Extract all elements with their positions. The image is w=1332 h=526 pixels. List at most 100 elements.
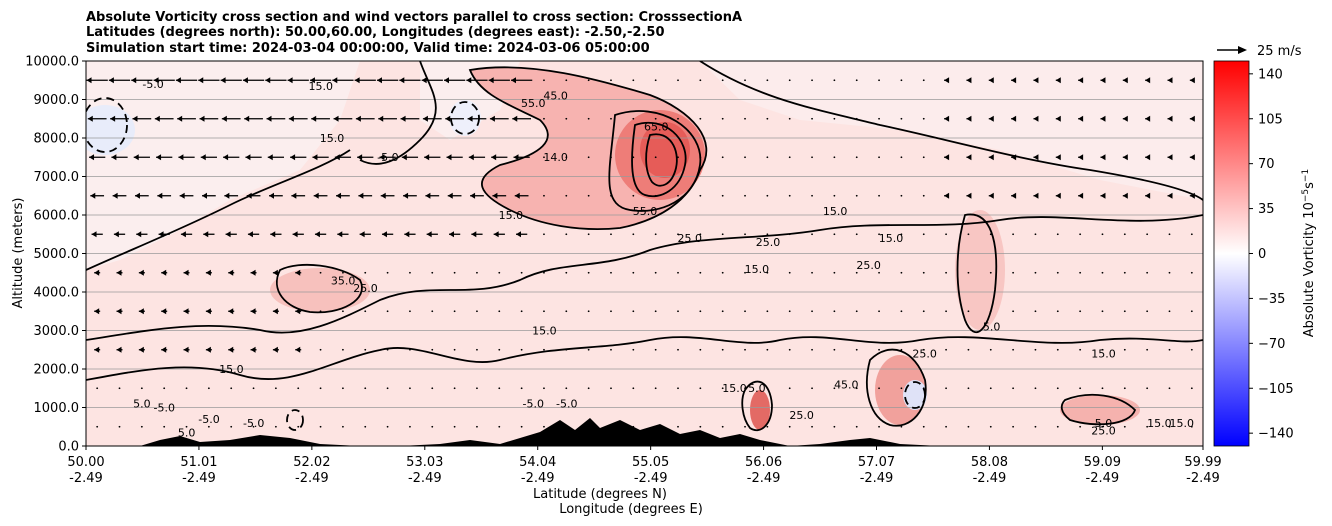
wind-vector-head <box>183 346 189 353</box>
wind-vector <box>654 310 657 313</box>
wind-vector-head <box>246 192 252 199</box>
wind-vector <box>855 233 858 236</box>
wind-vector <box>878 194 880 197</box>
wind-vector <box>1190 233 1193 236</box>
wind-vector-head <box>133 154 139 161</box>
wind-vector <box>677 194 679 197</box>
grid-lines <box>86 99 1203 408</box>
wind-vector-head <box>966 154 972 161</box>
wind-vector <box>1056 271 1059 274</box>
wind-vector <box>744 233 746 236</box>
wind-vector <box>587 271 590 274</box>
wind-vector <box>1168 425 1171 428</box>
wind-vector-head <box>136 231 142 238</box>
wind-vector-head <box>332 77 338 84</box>
wind-vector <box>1056 348 1059 351</box>
wind-vector <box>453 348 456 351</box>
contour-line <box>86 214 1203 341</box>
wind-vector-head <box>355 115 361 122</box>
wind-vector <box>1146 387 1149 390</box>
wind-vector-head <box>94 269 100 276</box>
wind-vector <box>744 194 746 197</box>
wind-vector <box>945 271 947 274</box>
wind-vector <box>654 194 657 197</box>
wind-vector-head <box>403 192 409 199</box>
wind-vector <box>543 194 545 197</box>
wind-vector <box>855 348 858 351</box>
wind-vector-head <box>511 77 517 84</box>
wind-vector <box>1168 271 1171 274</box>
negative-contour-lines <box>86 97 926 431</box>
colorbar-tick-label: −140 <box>1258 427 1294 442</box>
wind-vector <box>654 387 657 390</box>
contour-label: 15.0 <box>532 324 557 337</box>
wind-vector-head <box>1078 192 1084 199</box>
wind-vector-head <box>312 154 318 161</box>
chart-title-line-3: Simulation start time: 2024-03-04 00:00:… <box>86 41 650 56</box>
wind-vector <box>922 117 925 120</box>
y-axis: 0.0 1000.0 2000.0 3000.0 4000.0 5000.0 6000.0 7… <box>25 55 86 455</box>
wind-vector-head <box>966 115 972 122</box>
colorbar-tick-label: 35 <box>1258 202 1275 217</box>
wind-vector-head <box>468 154 474 161</box>
wind-vector <box>855 425 858 428</box>
negative-vorticity-patch-south <box>903 380 927 410</box>
y-tick-label: 1000.0 <box>34 401 80 416</box>
wind-vector-head <box>292 231 298 238</box>
wind-vector <box>721 271 724 274</box>
wind-vector-head <box>221 115 227 122</box>
wind-vector <box>1012 233 1015 236</box>
wind-vector <box>855 271 858 274</box>
wind-vector-head <box>111 154 117 161</box>
wind-vector <box>699 310 702 313</box>
wind-vector <box>297 387 300 390</box>
wind-vector <box>520 387 523 390</box>
wind-vector <box>498 271 501 274</box>
x-tick-label-lon: -2.49 <box>182 471 216 486</box>
wind-vector <box>922 348 925 351</box>
x-tick-label-lon: -2.49 <box>634 471 668 486</box>
wind-vector <box>543 271 545 274</box>
wind-vector <box>520 310 523 313</box>
wind-vector <box>632 310 635 313</box>
wind-vector-head <box>270 231 276 238</box>
wind-vector <box>543 425 545 428</box>
wind-vector-head <box>313 192 319 199</box>
wind-vector <box>855 194 858 197</box>
x-tick-label-lon: -2.49 <box>408 471 442 486</box>
wind-vector <box>610 271 612 274</box>
wind-vector-head <box>86 77 92 84</box>
contour-label: 15.0 <box>1147 417 1172 430</box>
wind-vector <box>922 194 925 197</box>
wind-vector <box>1101 271 1104 274</box>
wind-vector <box>185 387 188 390</box>
contour-line <box>1060 393 1137 426</box>
wind-vector-head <box>178 154 184 161</box>
wind-vector <box>96 425 99 428</box>
wind-vector-head <box>1167 154 1173 161</box>
wind-vector <box>878 387 880 390</box>
wind-vector-head <box>426 231 432 238</box>
wind-vector <box>721 79 724 82</box>
wind-vector <box>610 156 612 159</box>
wind-vector-head <box>443 77 449 84</box>
quiver-key-label: 25 m/s <box>1257 44 1302 59</box>
wind-vector-head <box>131 77 137 84</box>
colorbar-tick-label: 0 <box>1258 247 1266 262</box>
wind-vector-head <box>336 192 342 199</box>
y-tick-label: 5000.0 <box>34 247 80 262</box>
wind-vector-head <box>198 77 204 84</box>
wind-vector <box>677 425 679 428</box>
contour-label: 15.0 <box>879 232 904 245</box>
wind-vector <box>1168 233 1171 236</box>
contour-label: -5.0 <box>154 401 175 414</box>
wind-vector <box>945 425 947 428</box>
wind-vector <box>699 117 702 120</box>
wind-vector <box>342 387 344 390</box>
wind-vector <box>543 387 545 390</box>
wind-vector <box>766 348 769 351</box>
wind-vector <box>140 387 143 390</box>
wind-vector-head <box>1011 154 1017 161</box>
contour-line <box>645 133 678 187</box>
